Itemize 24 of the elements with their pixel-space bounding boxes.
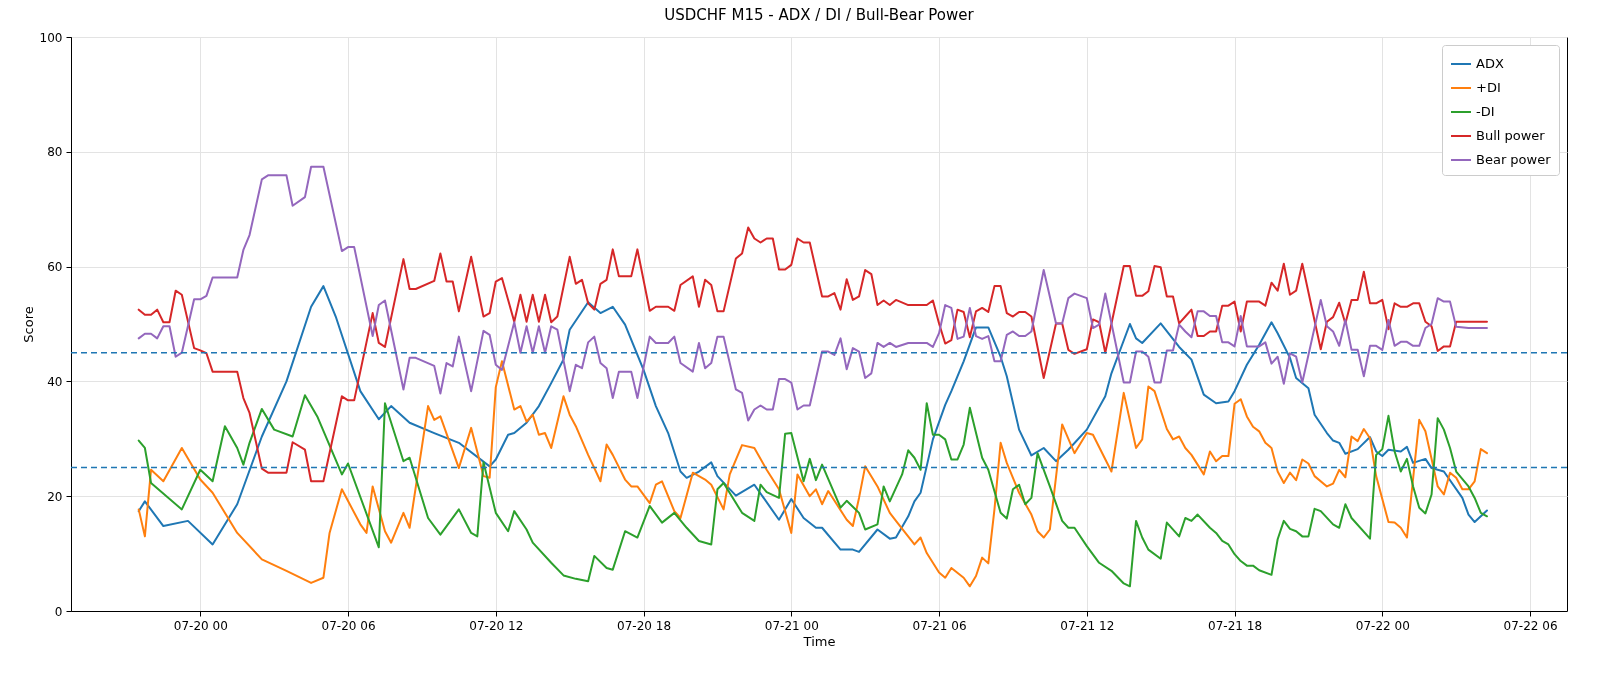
- legend-label: -DI: [1476, 104, 1495, 119]
- x-tick-label: 07-21 12: [1060, 618, 1115, 633]
- x-tick-label: 07-20 18: [617, 618, 672, 633]
- y-tick-label: 60: [47, 260, 63, 275]
- x-tick-label: 07-21 06: [912, 618, 967, 633]
- legend-label: ADX: [1476, 56, 1504, 71]
- y-tick-label: 80: [47, 145, 63, 160]
- x-tick-label: 07-21 00: [764, 618, 819, 633]
- legend-label: Bear power: [1476, 152, 1552, 167]
- y-tick-label: 40: [47, 374, 63, 389]
- x-tick-label: 07-22 06: [1503, 618, 1558, 633]
- legend-label: +DI: [1476, 80, 1501, 95]
- x-tick-label: 07-22 00: [1355, 618, 1410, 633]
- y-tick-label: 100: [39, 30, 63, 45]
- chart-title: USDCHF M15 - ADX / DI / Bull-Bear Power: [664, 6, 975, 24]
- y-tick-label: 0: [54, 604, 63, 619]
- y-tick-label: 20: [47, 489, 63, 504]
- x-tick-label: 07-20 12: [469, 618, 524, 633]
- x-tick-label: 07-20 06: [321, 618, 376, 633]
- x-axis-title: Time: [802, 633, 836, 649]
- y-axis-title: Score: [20, 306, 36, 343]
- x-tick-label: 07-20 00: [173, 618, 228, 633]
- x-tick-label: 07-21 18: [1208, 618, 1263, 633]
- legend-label: Bull power: [1476, 128, 1546, 143]
